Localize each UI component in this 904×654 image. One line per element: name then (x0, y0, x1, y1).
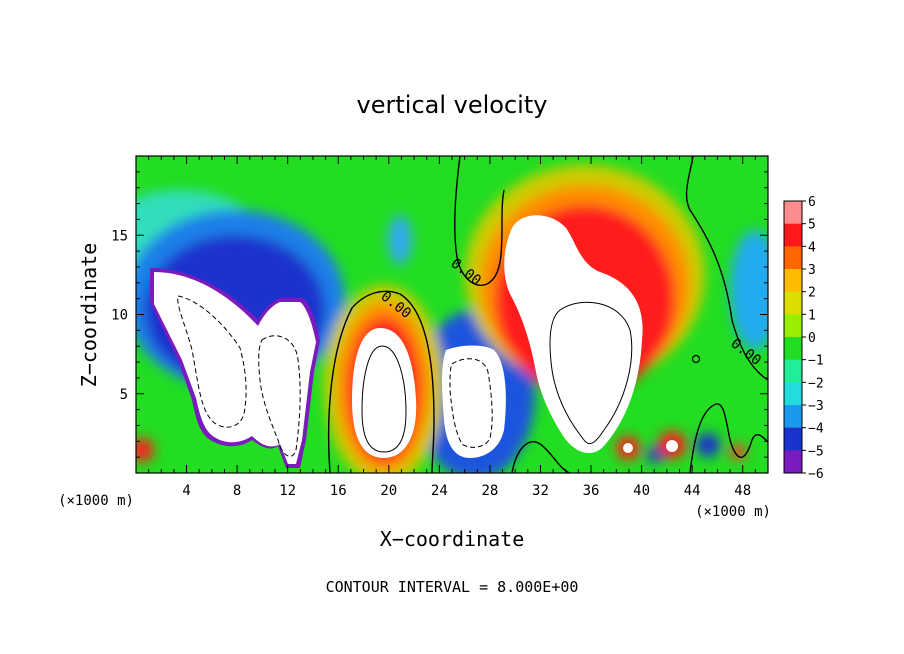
colorbar-swatch (784, 314, 802, 338)
dashed-contour-mid (449, 358, 493, 448)
cell-red-4 (730, 444, 746, 460)
zero-contour-updraft-2-left (511, 441, 571, 473)
x-unit-right: (×1000 m) (695, 504, 771, 520)
colorbar-swatch (784, 269, 802, 293)
right-cyan-region (730, 230, 768, 350)
velocity-field (136, 156, 768, 473)
x-tick-label: 16 (330, 483, 347, 499)
colorbar-swatch (784, 359, 802, 383)
y-axis-ticks: 5 10 15 (111, 171, 768, 458)
x-axis-ticks: 4 8 12 16 20 24 28 32 36 40 44 48 (148, 156, 756, 499)
y-tick-label: 15 (111, 228, 128, 244)
x-tick-label: 24 (431, 483, 448, 499)
colorbar-label: 1 (808, 308, 816, 323)
colorbar-swatch (784, 382, 802, 406)
y-axis-label: Z−coordinate (77, 243, 101, 388)
colorbar-swatch (784, 337, 802, 361)
colorbar-swatch (784, 223, 802, 247)
cell-core-1 (623, 443, 633, 453)
x-tick-label: 8 (233, 483, 241, 499)
contour-lines (177, 156, 768, 473)
x-tick-label: 4 (182, 483, 190, 499)
x-tick-label: 40 (633, 483, 650, 499)
cell-blue-1 (696, 433, 720, 457)
y-tick-label: 10 (111, 308, 128, 324)
mid-cyan-streak (388, 215, 412, 265)
colorbar-swatch (784, 246, 802, 270)
colorbar-swatch (784, 450, 802, 474)
x-axis-label: X−coordinate (380, 527, 525, 551)
colorbar: 6 5 4 3 2 1 0 −1 −2 −3 −4 −5 −6 (783, 195, 824, 482)
x-unit-left: (×1000 m) (58, 493, 134, 509)
updraft-1-core (352, 328, 417, 458)
saturated-cores (150, 215, 678, 468)
zero-contour-updraft-1 (327, 290, 435, 473)
x-tick-label: 12 (279, 483, 296, 499)
x-tick-label: 20 (380, 483, 397, 499)
colorbar-label: 4 (808, 240, 816, 255)
cell-red-1 (136, 438, 154, 462)
colorbar-label: 2 (808, 286, 816, 301)
chart-title: vertical velocity (357, 91, 548, 119)
colorbar-label: 6 (808, 195, 816, 210)
colorbar-label: −1 (808, 354, 824, 369)
contour-interval-note: CONTOUR INTERVAL = 8.000E+00 (326, 578, 579, 596)
zero-contour-bottom-right (689, 403, 768, 473)
x-tick-label: 32 (532, 483, 549, 499)
zero-contour-mid (453, 156, 505, 286)
contour-updraft-2-inner (549, 301, 633, 445)
mid-downdraft-core (442, 345, 506, 458)
x-tick-label: 48 (734, 483, 751, 499)
dashed-contour-left-1 (177, 295, 247, 428)
x-tick-label: 44 (684, 483, 701, 499)
x-tick-label: 36 (583, 483, 600, 499)
colorbar-label: 5 (808, 218, 816, 233)
colorbar-label: −4 (808, 422, 824, 437)
colorbar-label: 3 (808, 263, 816, 278)
colorbar-swatch (784, 291, 802, 315)
cell-blue-2 (647, 447, 663, 463)
colorbar-label: −2 (808, 376, 824, 391)
zero-contour-small (691, 354, 701, 364)
colorbar-swatch (784, 201, 802, 225)
zero-contour-right (685, 156, 768, 381)
left-downdraft-core (154, 272, 316, 464)
colorbar-swatch (784, 405, 802, 429)
colorbar-label: −3 (808, 399, 824, 414)
updraft-2-core (504, 215, 643, 454)
colorbar-label: −5 (808, 444, 824, 459)
dashed-contour-left-2 (258, 335, 301, 457)
colorbar-swatch (784, 427, 802, 451)
x-tick-label: 28 (481, 483, 498, 499)
cell-core-2 (666, 440, 678, 452)
contour-updraft-1-inner (361, 345, 407, 453)
colorbar-label: 0 (808, 331, 816, 346)
y-tick-label: 5 (120, 387, 128, 403)
colorbar-label: −6 (808, 467, 824, 482)
